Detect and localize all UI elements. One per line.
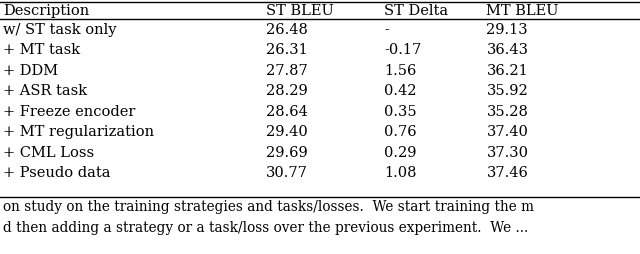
Text: -: - bbox=[384, 23, 389, 37]
Text: 26.31: 26.31 bbox=[266, 43, 307, 57]
Text: 37.40: 37.40 bbox=[486, 125, 528, 139]
Text: 29.69: 29.69 bbox=[266, 146, 307, 159]
Text: Description: Description bbox=[3, 4, 90, 18]
Text: + CML Loss: + CML Loss bbox=[3, 146, 94, 159]
Text: + DDM: + DDM bbox=[3, 64, 58, 78]
Text: -0.17: -0.17 bbox=[384, 43, 421, 57]
Text: w/ ST task only: w/ ST task only bbox=[3, 23, 116, 37]
Text: 36.43: 36.43 bbox=[486, 43, 529, 57]
Text: 0.42: 0.42 bbox=[384, 84, 417, 98]
Text: + MT regularization: + MT regularization bbox=[3, 125, 154, 139]
Text: d then adding a strategy or a task/loss over the previous experiment.  We ...: d then adding a strategy or a task/loss … bbox=[3, 220, 529, 234]
Text: 29.40: 29.40 bbox=[266, 125, 307, 139]
Text: 0.29: 0.29 bbox=[384, 146, 417, 159]
Text: ST BLEU: ST BLEU bbox=[266, 4, 333, 18]
Text: 36.21: 36.21 bbox=[486, 64, 528, 78]
Text: 1.56: 1.56 bbox=[384, 64, 417, 78]
Text: 35.28: 35.28 bbox=[486, 105, 528, 119]
Text: 1.08: 1.08 bbox=[384, 166, 417, 180]
Text: MT BLEU: MT BLEU bbox=[486, 4, 559, 18]
Text: + MT task: + MT task bbox=[3, 43, 81, 57]
Text: on study on the training strategies and tasks/losses.  We start training the m: on study on the training strategies and … bbox=[3, 199, 534, 213]
Text: 28.29: 28.29 bbox=[266, 84, 307, 98]
Text: 26.48: 26.48 bbox=[266, 23, 307, 37]
Text: 0.35: 0.35 bbox=[384, 105, 417, 119]
Text: 0.76: 0.76 bbox=[384, 125, 417, 139]
Text: 29.13: 29.13 bbox=[486, 23, 528, 37]
Text: + ASR task: + ASR task bbox=[3, 84, 87, 98]
Text: + Freeze encoder: + Freeze encoder bbox=[3, 105, 136, 119]
Text: + Pseudo data: + Pseudo data bbox=[3, 166, 111, 180]
Text: 28.64: 28.64 bbox=[266, 105, 307, 119]
Text: 27.87: 27.87 bbox=[266, 64, 307, 78]
Text: 37.30: 37.30 bbox=[486, 146, 529, 159]
Text: 35.92: 35.92 bbox=[486, 84, 528, 98]
Text: 30.77: 30.77 bbox=[266, 166, 307, 180]
Text: 37.46: 37.46 bbox=[486, 166, 528, 180]
Text: ST Delta: ST Delta bbox=[384, 4, 448, 18]
